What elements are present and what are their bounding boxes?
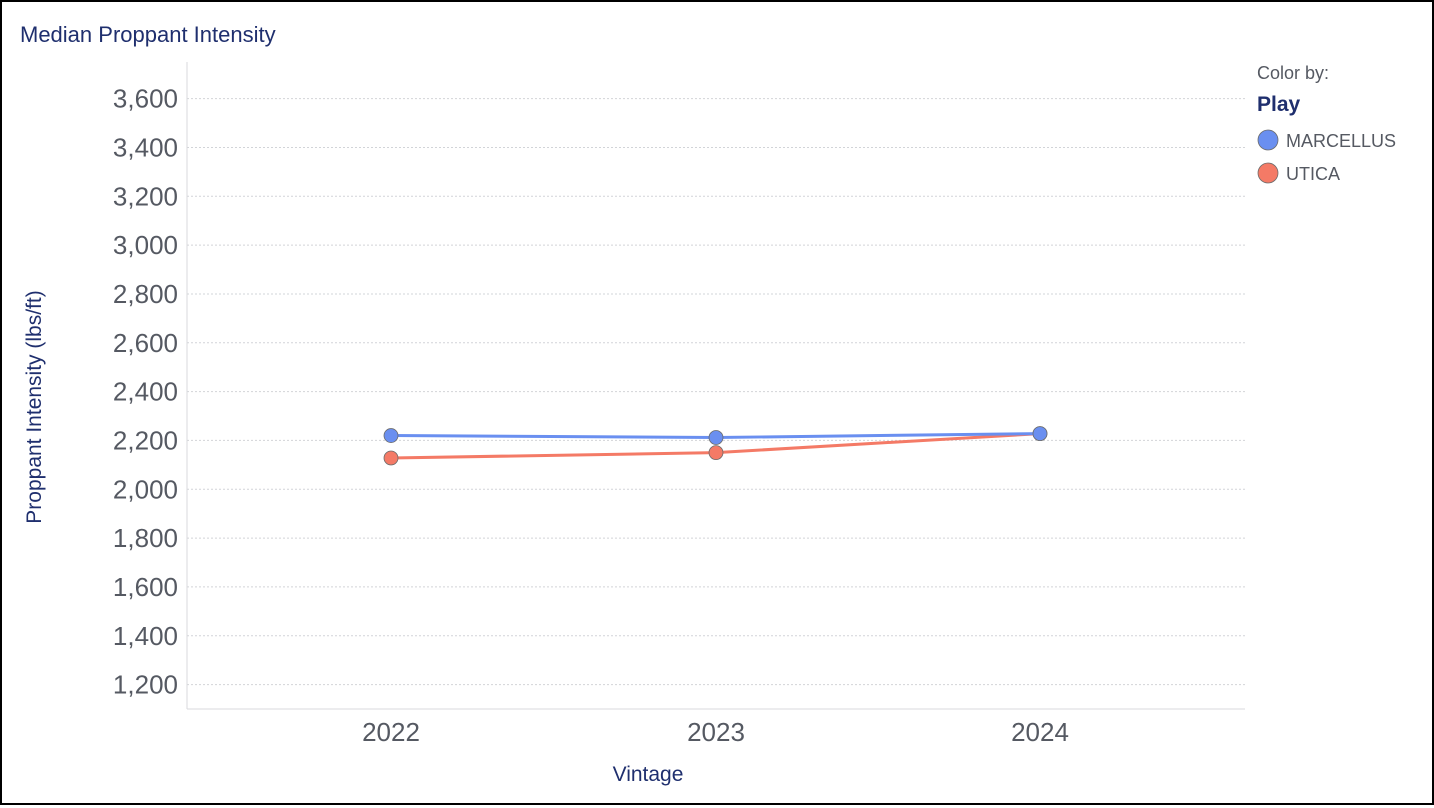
y-tick-label: 2,800	[113, 279, 178, 309]
x-tick-labels: 2022 2023 2024	[362, 717, 1069, 747]
y-tick-label: 1,200	[113, 670, 178, 700]
x-tick-label: 2022	[362, 717, 420, 747]
y-tick-label: 2,000	[113, 474, 178, 504]
y-tick-label: 2,200	[113, 425, 178, 455]
legend-items: MARCELLUS UTICA	[1257, 129, 1396, 184]
series-lines	[383, 426, 1048, 466]
data-point-utica	[708, 445, 724, 461]
y-axis-title: Proppant Intensity (lbs/ft)	[23, 290, 46, 523]
y-tick-labels: 1,200 1,400 1,600 1,800 2,000 2,200 2,400 2,600…	[113, 84, 178, 700]
y-tick-label: 1,600	[113, 572, 178, 602]
y-tick-label: 1,800	[113, 523, 178, 553]
y-tick-label: 3,200	[113, 181, 178, 211]
chart-title: Median Proppant Intensity	[20, 22, 276, 47]
legend-title: Play	[1257, 93, 1301, 116]
legend-swatch	[1257, 129, 1279, 151]
legend-swatch	[1257, 162, 1279, 184]
legend-label: UTICA	[1286, 164, 1340, 184]
y-tick-label: 2,600	[113, 328, 178, 358]
legend: Color by: Play MARCELLUS UTICA	[1257, 63, 1396, 184]
y-tick-label: 3,000	[113, 230, 178, 260]
y-tick-label: 3,600	[113, 84, 178, 114]
data-point-marcellus	[1032, 426, 1048, 441]
y-tick-label: 3,400	[113, 132, 178, 162]
data-point-marcellus	[708, 430, 724, 445]
data-point-utica	[383, 450, 399, 466]
legend-label: MARCELLUS	[1286, 131, 1396, 151]
legend-header: Color by:	[1257, 63, 1329, 83]
x-tick-label: 2024	[1011, 717, 1069, 747]
y-tick-label: 1,400	[113, 621, 178, 651]
x-axis-title: Vintage	[613, 763, 684, 786]
x-tick-label: 2023	[687, 717, 745, 747]
data-point-marcellus	[383, 428, 399, 443]
y-tick-label: 2,400	[113, 377, 178, 407]
grid-lines	[187, 98, 1245, 686]
